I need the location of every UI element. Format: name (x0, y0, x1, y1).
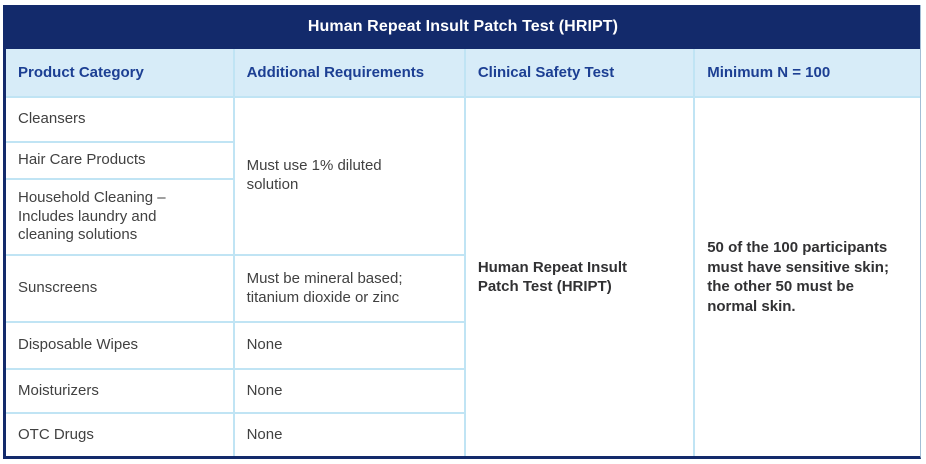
table-row-household-cleaning: Household Cleaning – Includes laundry an… (6, 178, 920, 256)
table-title: Human Repeat Insult Patch Test (HRIPT) (307, 18, 619, 35)
cell-category-hair-care: Hair Care Products (6, 141, 235, 180)
cell-text: None (246, 425, 283, 443)
column-header-additional-requirements: Additional Requirements (232, 49, 466, 98)
cell-category-cleansers: Cleansers (6, 96, 235, 143)
table-row-cleansers: Cleansers Must use 1% diluted solution H… (6, 96, 920, 456)
cell-text: Human Repeat Insult Patch Test (HRIPT) (477, 258, 627, 296)
cell-requirement-none-wipes: None (232, 321, 466, 370)
cell-text: Sunscreens (18, 279, 98, 297)
cell-requirement-shared-diluted: Must use 1% diluted solution (232, 96, 466, 256)
cell-text: Household Cleaning – Includes laundry an… (18, 188, 166, 244)
cell-clinical-safety-test: Human Repeat Insult Patch Test (HRIPT) (463, 96, 696, 456)
table-row-moisturizers: Moisturizers None (6, 368, 920, 414)
column-header-product-category: Product Category (6, 49, 235, 98)
table-row-hair-care: Hair Care Products (6, 141, 920, 180)
header-row: Product Category Additional Requirements… (6, 49, 920, 98)
cell-text: Must use 1% diluted solution (246, 157, 382, 193)
cell-text: Cleansers (18, 110, 86, 128)
cell-text: None (246, 336, 283, 354)
cell-text: Must be mineral based; titanium dioxide … (246, 269, 403, 306)
cell-text: None (246, 381, 283, 399)
cell-minimum-n-note: 50 of the 100 participants must have sen… (693, 96, 920, 456)
table-frame: Human Repeat Insult Patch Test (HRIPT) P… (3, 5, 921, 459)
table-row-disposable-wipes: Disposable Wipes None (6, 321, 920, 370)
cell-category-moisturizers: Moisturizers (6, 368, 235, 414)
table-row-sunscreens: Sunscreens Must be mineral based; titani… (6, 254, 920, 323)
table-title-bar: Human Repeat Insult Patch Test (HRIPT) (6, 5, 920, 49)
cell-requirement-none-otc: None (232, 412, 466, 456)
hript-table: Product Category Additional Requirements… (6, 49, 920, 456)
column-header-minimum-n: Minimum N = 100 (693, 49, 920, 98)
cell-category-otc-drugs: OTC Drugs (6, 412, 235, 456)
cell-text: OTC Drugs (18, 425, 94, 443)
cell-category-household-cleaning: Household Cleaning – Includes laundry an… (6, 178, 235, 256)
cell-requirement-sunscreens: Must be mineral based; titanium dioxide … (232, 254, 466, 323)
cell-category-disposable-wipes: Disposable Wipes (6, 321, 235, 370)
cell-text: Disposable Wipes (18, 336, 139, 354)
cell-requirement-none-moisturizers: None (232, 368, 466, 414)
table-row-otc-drugs: OTC Drugs None (6, 412, 920, 456)
cell-text: 50 of the 100 participants must have sen… (707, 239, 889, 315)
column-header-clinical-safety-test: Clinical Safety Test (463, 49, 696, 98)
cell-text: Moisturizers (18, 381, 99, 399)
cell-category-sunscreens: Sunscreens (6, 254, 235, 323)
cell-text: Hair Care Products (18, 151, 146, 169)
